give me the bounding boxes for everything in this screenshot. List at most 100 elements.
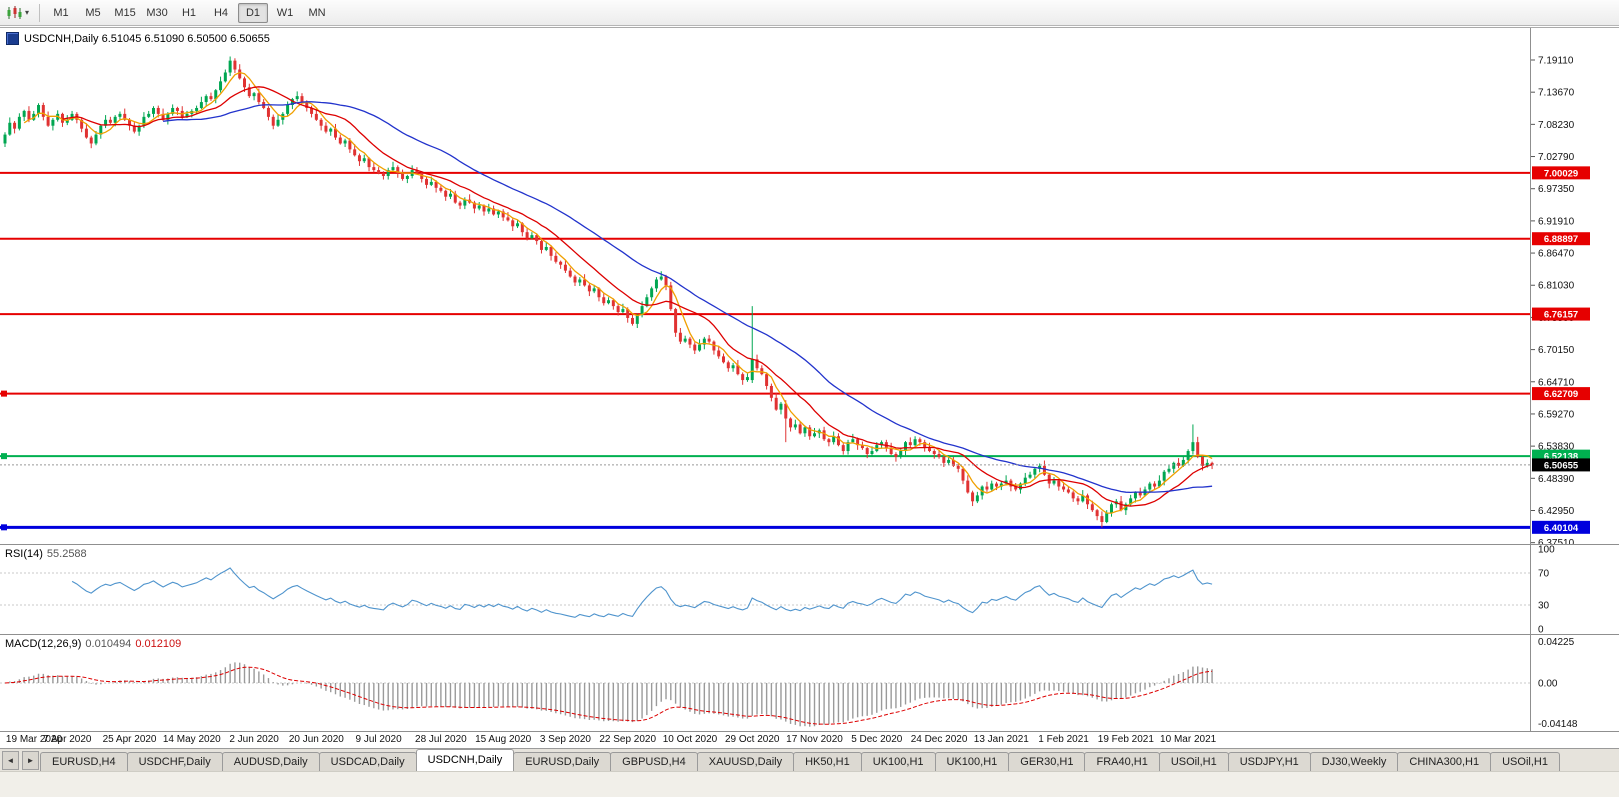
- chart-tabs: EURUSD,H4 USDCHF,Daily AUDUSD,Daily USDCAD,…: [40, 749, 1619, 771]
- line-drag-handle[interactable]: [1, 524, 7, 531]
- rsi-axis-label: 0: [1538, 625, 1544, 635]
- candle-body: [233, 60, 237, 70]
- candle-body: [602, 297, 606, 304]
- candle-body: [1076, 498, 1080, 502]
- candle-body: [784, 403, 788, 419]
- panel-divider[interactable]: [0, 634, 1619, 635]
- chart-tab-usdcad-daily[interactable]: USDCAD,Daily: [318, 752, 417, 771]
- panel-divider[interactable]: [0, 544, 1619, 545]
- timeframe-button-m15[interactable]: M15: [114, 6, 136, 19]
- candle-body: [1100, 516, 1104, 523]
- chart-tab-usdcnh-daily[interactable]: USDCNH,Daily: [415, 749, 515, 771]
- candle-body: [286, 105, 290, 114]
- timeframe-button-m5[interactable]: M5: [85, 6, 101, 19]
- candle-body: [166, 113, 170, 120]
- candle-body: [908, 442, 912, 446]
- timeframe-button-m30[interactable]: M30: [146, 6, 168, 19]
- date-axis-label: 13 Jan 2021: [973, 734, 1029, 745]
- candle-body: [496, 211, 500, 215]
- tabs-scroll-right-button[interactable]: ►: [22, 751, 39, 770]
- candle-body: [1014, 486, 1018, 490]
- candle-body: [113, 116, 117, 123]
- chart-tab-eurusd-h4[interactable]: EURUSD,H4: [40, 752, 128, 771]
- chart-tab-china300-h1[interactable]: CHINA300,H1: [1397, 752, 1492, 771]
- line-drag-handle[interactable]: [1, 453, 7, 460]
- candle-body: [927, 448, 931, 452]
- chart-tab-uk100-h1[interactable]: UK100,H1: [934, 752, 1010, 771]
- price-axis-label: 6.37510: [1538, 538, 1575, 544]
- price-chart-canvas[interactable]: 7.19110 7.13670 7.08230 7.02790 6.97350 6.919…: [0, 28, 1619, 544]
- chart-tab-fra40-h1[interactable]: FRA40,H1: [1084, 752, 1160, 771]
- candle-body: [894, 453, 898, 457]
- date-axis-label: 10 Oct 2020: [662, 734, 718, 745]
- candle-body: [501, 211, 505, 218]
- chart-tab-usoil-h1[interactable]: USOil,H1: [1490, 752, 1560, 771]
- timeframe-button-h1[interactable]: H1: [181, 6, 197, 19]
- candle-body: [559, 261, 563, 265]
- macd-indicator-panel[interactable]: 0.04225 0.00 -0.04148: [0, 635, 1619, 731]
- candle-body: [195, 107, 199, 111]
- timeframe-button-d1[interactable]: D1: [238, 2, 269, 23]
- chevron-down-icon[interactable]: ▾: [25, 8, 30, 17]
- chart-tab-dj30-weekly[interactable]: DJ30,Weekly: [1309, 752, 1399, 771]
- candle-body: [448, 193, 452, 197]
- candle-body: [219, 81, 223, 91]
- chart-tab-hk50-h1[interactable]: HK50,H1: [793, 752, 862, 771]
- chart-tab-ger30-h1[interactable]: GER30,H1: [1008, 752, 1086, 771]
- chart-tab-usdchf-daily[interactable]: USDCHF,Daily: [126, 752, 223, 771]
- timeframe-button-h4[interactable]: H4: [213, 6, 229, 19]
- candle-body: [104, 119, 108, 126]
- line-drag-handle[interactable]: [1, 390, 7, 397]
- chart-tab-gbpusd-h4[interactable]: GBPUSD,H4: [610, 752, 698, 771]
- rsi-indicator-panel[interactable]: 100 70 30 0: [0, 545, 1619, 634]
- candle-body: [674, 309, 678, 333]
- candle-body: [798, 424, 802, 434]
- candle-body: [544, 246, 548, 250]
- candle-body: [300, 96, 304, 103]
- time-axis[interactable]: 19 Mar 2020 7 Apr 2020 25 Apr 2020 14 May 2…: [0, 732, 1531, 748]
- chart-tab-usoil-h1[interactable]: USOil,H1: [1158, 752, 1229, 771]
- candle-body: [841, 445, 845, 452]
- candle-body: [386, 170, 390, 176]
- tabs-scroll-left-button[interactable]: ◄: [2, 751, 19, 770]
- candle-body: [659, 276, 663, 280]
- candle-body: [813, 433, 817, 437]
- candle-body: [338, 137, 342, 144]
- rsi-line: [71, 567, 1213, 618]
- candle-body: [808, 427, 812, 437]
- candle-body: [357, 155, 361, 162]
- candle-body: [1181, 459, 1185, 466]
- candle-body: [549, 246, 553, 256]
- rsi-value: 55.2588: [46, 548, 87, 560]
- price-axis-label: 7.19110: [1538, 56, 1574, 67]
- timeframe-button-m1[interactable]: M1: [53, 6, 69, 19]
- candle-body: [918, 439, 922, 443]
- date-axis-label: 17 Nov 2020: [786, 734, 843, 745]
- candle-body: [745, 377, 749, 381]
- candle-body: [334, 128, 338, 138]
- date-axis-label: 9 Jul 2020: [355, 734, 402, 745]
- candle-body: [94, 134, 98, 144]
- candle-body: [678, 332, 682, 342]
- candlestick-chart-icon[interactable]: [4, 5, 24, 21]
- timeframe-button-mn[interactable]: MN: [308, 6, 326, 19]
- candle-body: [271, 116, 275, 126]
- chart-tab-usdjpy-h1[interactable]: USDJPY,H1: [1227, 752, 1311, 771]
- chart-tab-audusd-daily[interactable]: AUDUSD,Daily: [221, 752, 320, 771]
- candle-body: [1086, 495, 1090, 505]
- candle-body: [492, 208, 496, 215]
- candle-body: [587, 285, 591, 292]
- candle-body: [1133, 492, 1137, 499]
- chart-tab-xauusd-daily[interactable]: XAUUSD,Daily: [696, 752, 795, 771]
- candle-body: [626, 309, 630, 318]
- candle-body: [803, 427, 807, 434]
- chart-window: 7.19110 7.13670 7.08230 7.02790 6.97350 6.919…: [0, 27, 1619, 747]
- chart-tab-uk100-h1[interactable]: UK100,H1: [860, 752, 936, 771]
- chart-tab-eurusd-daily[interactable]: EURUSD,Daily: [513, 752, 612, 771]
- candle-body: [645, 297, 649, 307]
- timeframe-button-w1[interactable]: W1: [276, 6, 294, 19]
- date-axis-label: 5 Dec 2020: [851, 734, 903, 745]
- candle-body: [1196, 442, 1200, 457]
- candle-body: [698, 344, 702, 351]
- rsi-name: RSI(14): [5, 548, 43, 560]
